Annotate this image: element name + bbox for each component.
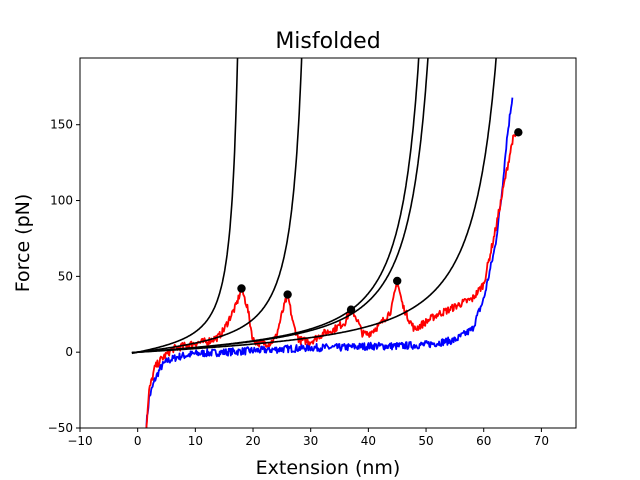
wlc-fit-line <box>131 58 303 354</box>
x-tick-label: 10 <box>188 434 203 448</box>
plot-frame <box>79 57 577 429</box>
y-axis: −50 0 50 100 150 <box>48 118 80 435</box>
chart-title: Misfolded <box>275 29 380 54</box>
y-tick-label: −50 <box>48 421 73 435</box>
x-tick-label: 60 <box>476 434 491 448</box>
y-tick-label: 150 <box>50 118 73 132</box>
x-axis: −10 0 10 20 30 40 50 60 70 <box>67 428 549 448</box>
plot-area <box>131 58 523 428</box>
peak-marker <box>393 276 402 286</box>
x-tick-label: 40 <box>361 434 376 448</box>
blue-trace <box>145 97 514 428</box>
y-tick-label: 50 <box>58 269 73 283</box>
x-tick-label: 50 <box>418 434 433 448</box>
peak-marker <box>346 305 356 314</box>
red-trace <box>145 130 519 428</box>
peak-marker <box>283 290 292 299</box>
x-tick-label: 20 <box>245 434 260 448</box>
wlc-fit-line <box>131 58 239 355</box>
x-tick-label: 30 <box>303 434 318 448</box>
peak-marker <box>237 284 246 293</box>
x-axis-label: Extension (nm) <box>256 457 401 479</box>
y-axis-label: Force (pN) <box>12 194 34 293</box>
x-tick-label: 0 <box>134 434 142 448</box>
peak-marker <box>514 128 523 137</box>
y-tick-label: 100 <box>50 194 73 208</box>
x-tick-label: 70 <box>534 434 549 448</box>
wlc-fit-line <box>131 58 497 354</box>
x-tick-label: −10 <box>67 434 92 448</box>
y-tick-label: 0 <box>65 345 73 359</box>
